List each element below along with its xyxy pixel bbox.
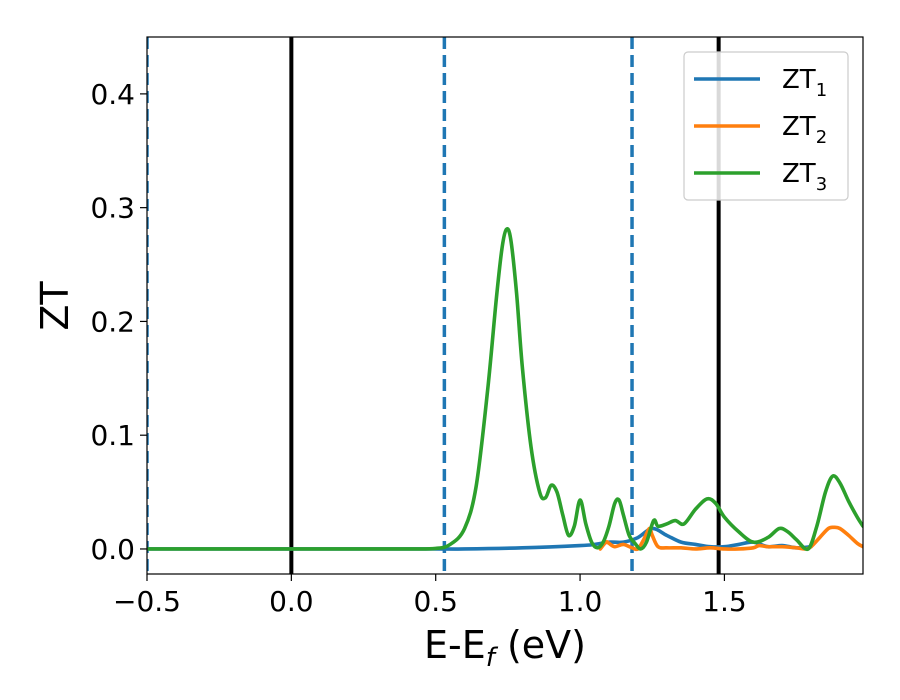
x-axis-label-unit: (eV) (495, 623, 586, 667)
x-tick-label: 0.0 (269, 585, 314, 618)
legend-items: ZT1 ZT2 ZT3 (694, 65, 827, 195)
y-axis-ticks: 0.0 0.1 0.2 0.3 0.4 (90, 78, 147, 566)
y-axis-label: ZT (33, 281, 77, 331)
x-axis-label-main: E-E (424, 623, 486, 667)
y-tick-label: 0.2 (90, 305, 135, 338)
series-line-3 (147, 227, 863, 552)
legend: ZT1 ZT2 ZT3 (683, 51, 849, 201)
plot-frame (146, 36, 864, 575)
series-lines (147, 227, 863, 552)
legend-label-1: ZT1 (782, 65, 827, 101)
legend-label-3: ZT3 (782, 159, 827, 195)
x-tick-label: 1.0 (558, 585, 603, 618)
x-tick-label: −0.5 (113, 585, 181, 618)
x-tick-label: 0.5 (413, 585, 458, 618)
x-axis-ticks: −0.5 0.0 0.5 1.0 1.5 (113, 574, 747, 618)
y-tick-label: 0.1 (90, 419, 135, 452)
x-tick-label: 1.5 (702, 585, 747, 618)
y-tick-label: 0.0 (90, 533, 135, 566)
series-line-2 (598, 525, 863, 552)
x-axis-label: E-Ef (eV) (424, 623, 586, 673)
legend-box (683, 51, 849, 201)
legend-label-2: ZT2 (782, 112, 827, 148)
y-tick-label: 0.4 (90, 78, 135, 111)
y-tick-label: 0.3 (90, 192, 135, 225)
